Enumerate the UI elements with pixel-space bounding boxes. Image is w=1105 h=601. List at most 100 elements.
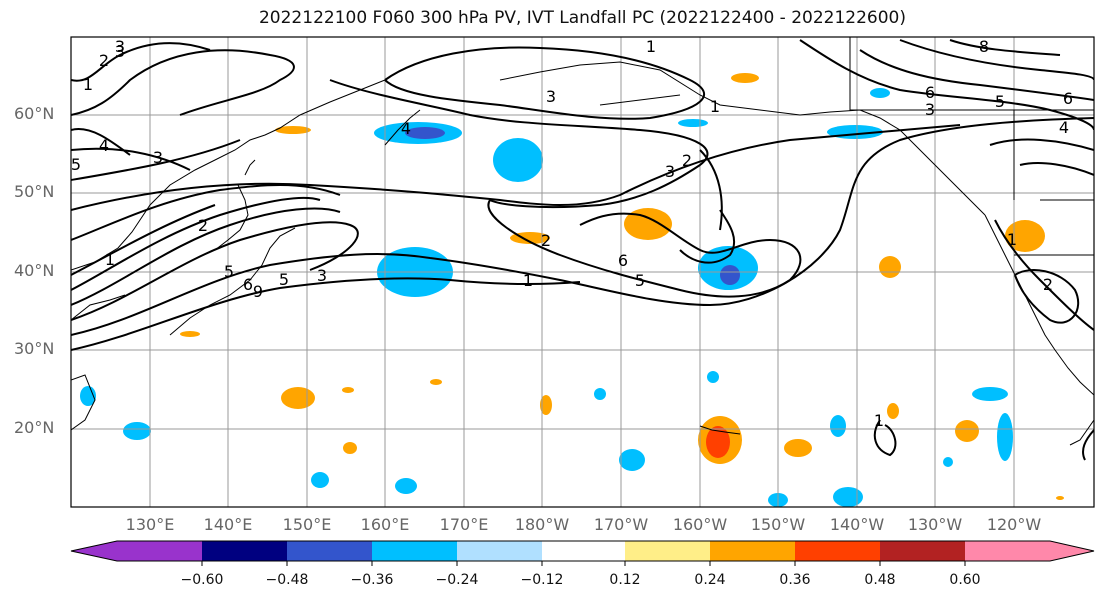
pos-anomaly-blob xyxy=(1056,496,1064,500)
neg-anomaly-blob xyxy=(619,449,645,471)
lon-label: 130°W xyxy=(907,515,963,534)
contour-label: 3 xyxy=(115,37,125,56)
colorbar-tick-label: 0.48 xyxy=(864,572,896,588)
contour-label: 6 xyxy=(925,83,935,102)
pos-anomaly-blob xyxy=(180,331,200,337)
contour-label: 6 xyxy=(243,275,253,294)
neg-anomaly-blob xyxy=(707,371,719,383)
contour-label: 2 xyxy=(541,231,551,250)
colorbar-outline xyxy=(70,540,1095,562)
lon-label: 140°E xyxy=(203,515,253,534)
contour-label: 3 xyxy=(665,162,675,181)
contour-label: 2 xyxy=(1043,275,1053,294)
colorbar-extend-right xyxy=(1050,541,1094,561)
pos-anomaly-blob xyxy=(731,73,759,83)
lon-label: 170°W xyxy=(593,515,649,534)
contour-label: 4 xyxy=(401,119,411,138)
colorbar-segment xyxy=(710,541,795,561)
colorbar-segment xyxy=(542,541,625,561)
colorbar xyxy=(70,540,1095,566)
contour-label: 6 xyxy=(618,251,628,270)
pos-anomaly-blob xyxy=(430,379,442,385)
contour-label: 6 xyxy=(1063,89,1073,108)
neg-anomaly-blob xyxy=(833,487,863,507)
colorbar-tick-label: −0.48 xyxy=(265,572,309,588)
pos-anomaly-blob xyxy=(343,442,357,454)
contour-label: 1 xyxy=(83,75,93,94)
contour-label: 5 xyxy=(635,271,645,290)
neg-anomaly-core xyxy=(720,265,740,285)
colorbar-tick-label: 0.36 xyxy=(779,572,811,588)
pos-anomaly-blob xyxy=(784,439,812,457)
contour-label: 5 xyxy=(995,92,1005,111)
neg-anomaly-blob xyxy=(943,457,953,467)
lon-label: 160°W xyxy=(672,515,728,534)
colorbar-segment xyxy=(372,541,457,561)
neg-anomaly-blob xyxy=(870,88,890,98)
pos-anomaly-core xyxy=(706,426,730,458)
contour-label: 1 xyxy=(646,37,656,56)
colorbar-tick-label: −0.60 xyxy=(180,572,224,588)
pos-anomaly-blob xyxy=(1005,220,1045,252)
map-frame xyxy=(70,36,1095,508)
colorbar-segment xyxy=(880,541,965,561)
pos-anomaly-blob xyxy=(879,256,901,278)
contour-label: 5 xyxy=(224,262,234,281)
contour-label: 2 xyxy=(198,216,208,235)
contour-label: 3 xyxy=(317,266,327,285)
contour-label: 1 xyxy=(105,250,115,269)
pos-anomaly-blob xyxy=(342,387,354,393)
colorbar-segment xyxy=(795,541,880,561)
colorbar-segment xyxy=(625,541,710,561)
anomaly-shading xyxy=(80,73,1064,507)
colorbar-segment xyxy=(457,541,542,561)
contour-label: 3 xyxy=(546,87,556,106)
pos-anomaly-blob xyxy=(275,126,311,134)
colorbar-segment xyxy=(202,541,287,561)
contour-label: 1 xyxy=(523,271,533,290)
contour-label: 9 xyxy=(253,282,263,301)
pos-anomaly-blob xyxy=(540,395,552,415)
colorbar-tick-label: 0.12 xyxy=(609,572,641,588)
lon-label: 180°W xyxy=(514,515,570,534)
contour-label: 4 xyxy=(1059,118,1069,137)
contour-label: 5 xyxy=(279,270,289,289)
lat-label: 20°N xyxy=(14,418,55,437)
lat-label: 60°N xyxy=(14,104,55,123)
colorbar-tick-label: 0.24 xyxy=(694,572,726,588)
map-title: 2022122100 F060 300 hPa PV, IVT Landfall… xyxy=(258,8,906,28)
contour-label: 3 xyxy=(925,100,935,119)
lat-label: 50°N xyxy=(14,182,55,201)
colorbar-segment xyxy=(287,541,372,561)
colorbar-tick-label: −0.24 xyxy=(435,572,479,588)
graticule xyxy=(71,37,1094,507)
lon-label: 170°E xyxy=(439,515,489,534)
neg-anomaly-blob xyxy=(493,138,543,182)
pos-anomaly-blob xyxy=(624,208,672,240)
neg-anomaly-blob xyxy=(830,415,846,437)
contour-label: 2 xyxy=(682,151,692,170)
neg-anomaly-blob xyxy=(997,413,1013,461)
pos-anomaly-blob xyxy=(281,387,315,409)
neg-anomaly-core xyxy=(405,127,445,139)
neg-anomaly-blob xyxy=(123,422,151,440)
contour-labels: 3 2 1 4 3 3 1 2 3 8 6 5 3 4 6 2 1 5 6 9 … xyxy=(71,37,1073,430)
lon-label: 150°W xyxy=(750,515,806,534)
colorbar-segment xyxy=(117,541,202,561)
lon-label: 150°E xyxy=(282,515,332,534)
contour-label: 3 xyxy=(153,148,163,167)
lat-label: 40°N xyxy=(14,261,55,280)
neg-anomaly-blob xyxy=(395,478,417,494)
coastlines xyxy=(71,37,1094,446)
pos-anomaly-blob xyxy=(955,420,979,442)
neg-anomaly-blob xyxy=(311,472,329,488)
pos-anomaly-blob xyxy=(510,232,550,244)
colorbar-extend-left xyxy=(71,541,117,561)
neg-anomaly-blob xyxy=(972,387,1008,401)
contour-label: 2 xyxy=(99,51,109,70)
neg-anomaly-blob xyxy=(80,386,96,406)
contour-label: 4 xyxy=(99,136,109,155)
colorbar-tick-label: −0.36 xyxy=(350,572,394,588)
colorbar-tick-label: 0.60 xyxy=(949,572,981,588)
lon-label: 120°W xyxy=(986,515,1042,534)
